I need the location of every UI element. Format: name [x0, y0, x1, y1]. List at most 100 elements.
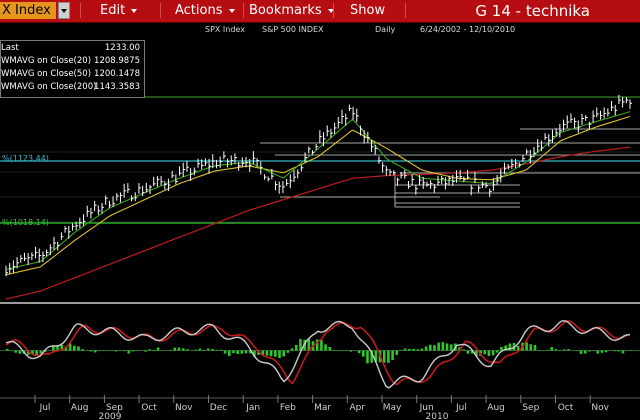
histogram-bar — [207, 348, 210, 351]
histogram-bar — [491, 350, 495, 356]
edit-menu[interactable]: Edit — [100, 2, 138, 19]
histogram-bar — [458, 347, 461, 351]
histogram-bar — [470, 350, 474, 354]
legend-label: Last — [1, 43, 19, 53]
month-label: Jul — [39, 403, 51, 413]
histogram-bar — [81, 349, 84, 351]
histogram-bar — [68, 343, 72, 351]
histogram-bar — [525, 342, 528, 351]
histogram-bar — [6, 349, 9, 351]
histogram-bar — [403, 348, 407, 351]
histogram-bar — [387, 350, 390, 363]
month-label: Oct — [141, 403, 157, 413]
histogram-bar — [232, 350, 235, 354]
histogram-bar — [495, 350, 499, 353]
histogram-bar — [433, 345, 436, 351]
histogram-bar — [550, 347, 554, 351]
ma-line-ma50 — [5, 115, 631, 276]
month-label: Nov — [175, 403, 193, 413]
month-label: Sep — [522, 403, 539, 413]
histogram-bar — [236, 350, 239, 355]
show-menu-label: Show — [350, 3, 386, 18]
histogram-bar — [127, 350, 131, 354]
period-label[interactable]: Daily — [375, 25, 396, 34]
histogram-bar — [244, 350, 248, 354]
month-label: Apr — [350, 403, 366, 413]
moving-averages — [5, 111, 631, 300]
ma-line-ma20 — [5, 111, 631, 271]
histogram-bar — [43, 350, 47, 352]
histogram-bar — [441, 342, 445, 351]
histogram-bar — [77, 346, 80, 351]
histogram-bar — [428, 344, 432, 351]
histogram-bar — [93, 350, 97, 353]
oscillator-slow-line — [5, 320, 631, 386]
histogram-bar — [31, 350, 34, 355]
show-menu[interactable]: Show — [350, 2, 385, 19]
month-label: Jan — [245, 403, 260, 413]
price-bars — [5, 94, 632, 277]
month-label: Mar — [314, 403, 331, 413]
histogram-bar — [554, 349, 558, 351]
histogram-bar — [18, 350, 22, 354]
histogram-bar — [73, 345, 76, 351]
histogram-bar — [240, 350, 244, 354]
month-label: Dec — [210, 403, 227, 413]
security-ticker: SPX Index — [205, 25, 245, 34]
legend-label: WMAVG on Close(200) — [1, 82, 97, 92]
bookmarks-menu[interactable]: Bookmarks — [249, 2, 334, 19]
security-name: S&P 500 INDEX — [262, 25, 324, 34]
histogram-bar — [315, 339, 319, 351]
month-label: Aug — [71, 403, 89, 413]
histogram-bar — [194, 349, 198, 351]
ma-line-ma200 — [5, 146, 631, 300]
histogram-bar — [462, 349, 466, 351]
histogram-bar — [630, 349, 633, 351]
date-range[interactable]: 6/24/2002 - 12/10/2010 — [420, 25, 516, 34]
histogram-bar — [307, 338, 311, 351]
histogram-bar — [227, 350, 231, 356]
menu-separator — [160, 3, 161, 18]
histogram-bar — [391, 350, 394, 361]
histogram-bar — [588, 350, 591, 352]
histogram-bar — [265, 350, 269, 356]
histogram-bar — [416, 349, 420, 351]
ticker-dropdown-button[interactable] — [58, 2, 70, 19]
month-label: Aug — [487, 403, 505, 413]
actions-menu[interactable]: Actions — [175, 2, 235, 19]
histogram-bar — [412, 348, 415, 351]
histogram-bar — [613, 350, 616, 352]
histogram-bar — [89, 350, 93, 352]
legend-value: 1200.1478 — [94, 69, 140, 79]
histogram-bar — [374, 350, 378, 362]
histogram-bar — [583, 350, 587, 354]
legend-panel: Last 1233.00 WMAVG on Close(20) 1208.9875 … — [0, 40, 145, 98]
chevron-down-icon — [327, 8, 334, 13]
price-chart[interactable]: Jul Aug Sep Oct Nov Dec Jan Feb Mar Apr May Jun Jul A… — [0, 37, 640, 420]
histogram-bar — [341, 349, 344, 351]
histogram-bar — [294, 344, 298, 351]
histogram-bar — [56, 345, 59, 351]
month-label: May — [383, 403, 402, 413]
legend-value: 1208.9875 — [94, 56, 140, 66]
window-title: G 14 - technika — [475, 2, 590, 20]
level-label-upper: %(1123.44) — [2, 154, 49, 163]
bookmarks-menu-label: Bookmarks — [249, 3, 322, 18]
histogram-bar — [487, 350, 491, 356]
histogram-bar — [144, 350, 147, 352]
histogram-bar — [269, 350, 273, 357]
histogram-bar — [123, 350, 126, 352]
histogram-bar — [286, 350, 290, 353]
ticker-field[interactable]: X Index — [0, 2, 56, 19]
histogram-bar — [173, 347, 177, 351]
histogram-bar — [131, 350, 135, 352]
histogram-bar — [198, 348, 202, 351]
time-axis: Jul Aug Sep Oct Nov Dec Jan Feb Mar Apr May Jun Jul A… — [34, 395, 610, 420]
histogram-bar — [579, 350, 583, 354]
histogram-bar — [600, 350, 604, 353]
legend-row-ma200: WMAVG on Close(200) 1143.3583 — [1, 81, 144, 94]
menu-separator — [333, 3, 334, 18]
histogram-bar — [382, 350, 386, 363]
histogram-bar — [261, 350, 265, 355]
histogram-bar — [324, 344, 327, 351]
